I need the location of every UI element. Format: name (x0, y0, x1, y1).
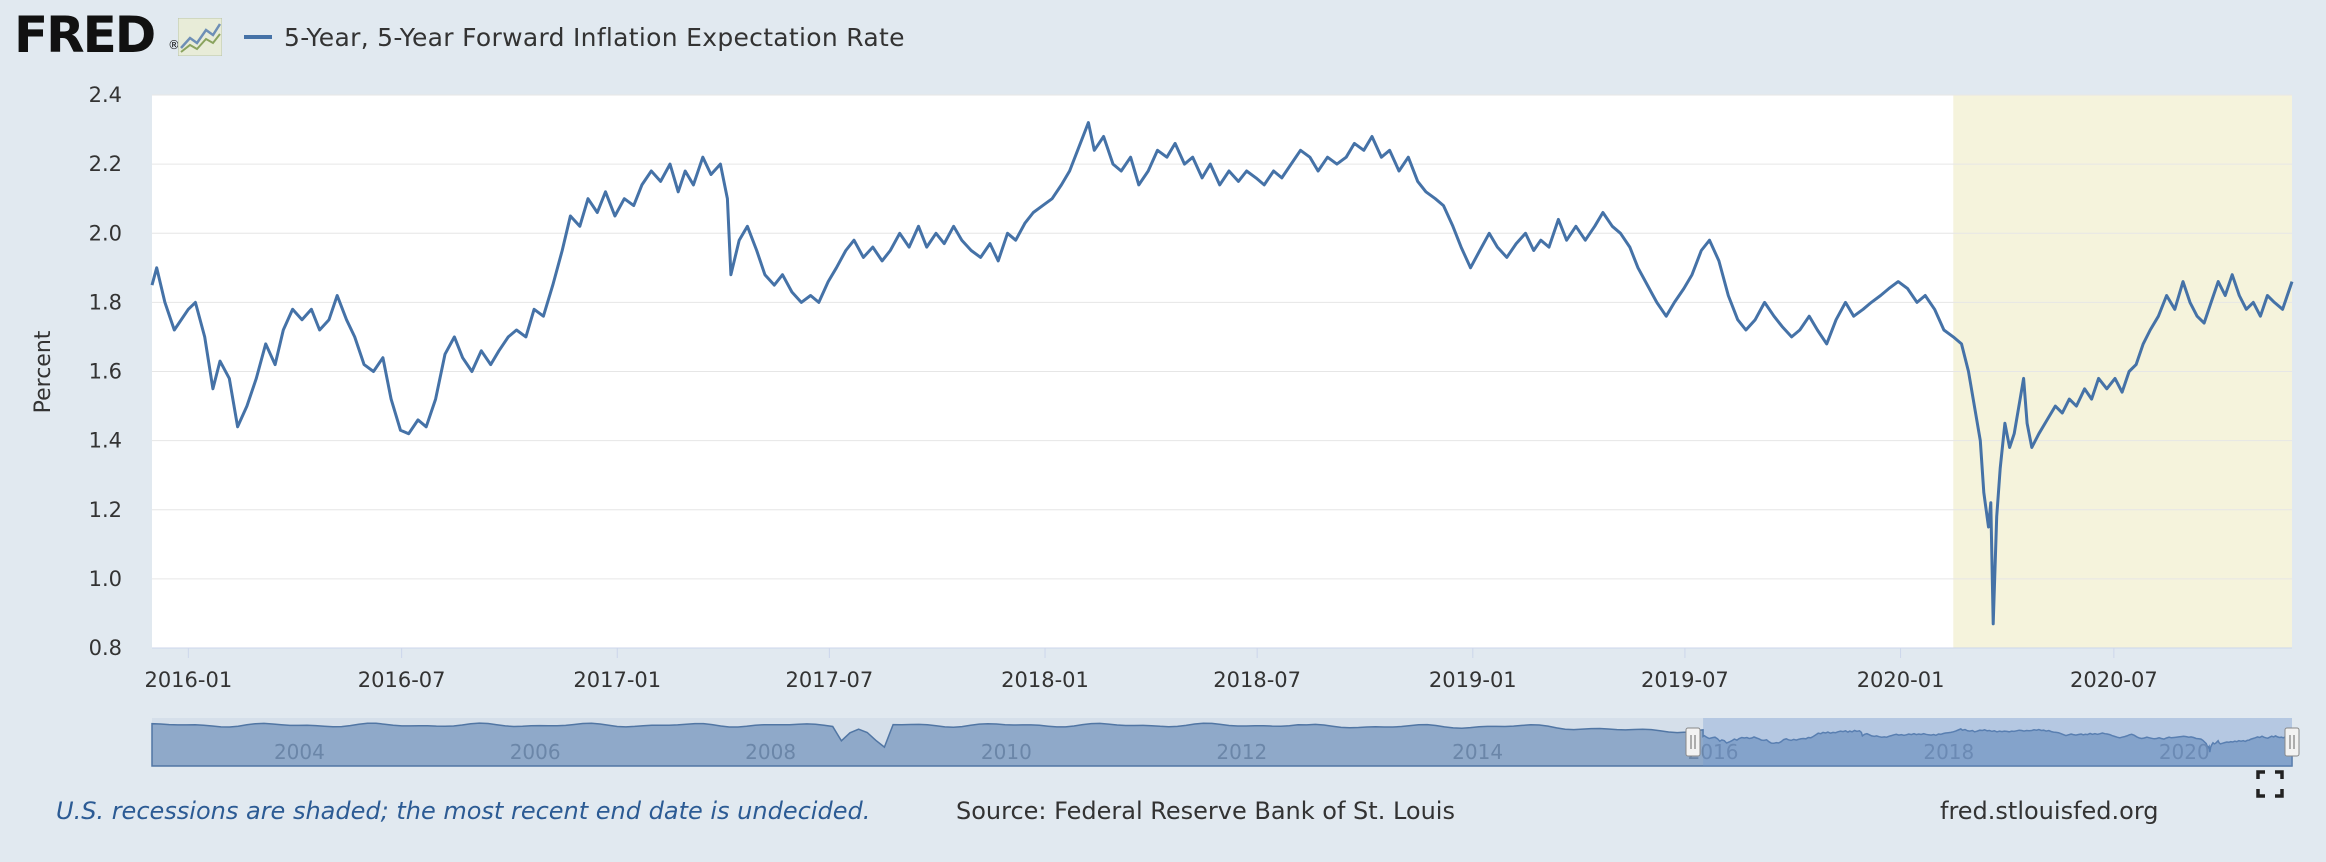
y-gridlines (152, 94, 2292, 580)
navigator-year-labels: 200420062008201020122014201620182020 (274, 740, 2210, 764)
navigator-selected-range[interactable] (1703, 718, 2292, 766)
navigator-year-label: 2004 (274, 740, 325, 764)
navigator-year-label: 2018 (1923, 740, 1974, 764)
navigator-right-handle[interactable] (2284, 727, 2300, 757)
y-axis-title: Percent (31, 330, 56, 413)
line-chart[interactable]: 0.81.01.21.41.61.82.02.22.4 2016-01 2016-… (0, 0, 2326, 790)
x-tick-label: 2020-07 (2070, 668, 2158, 692)
y-tick-label: 1.2 (89, 498, 122, 522)
x-tick-label: 2017-01 (573, 668, 661, 692)
x-axis-labels: 2016-01 2016-07 2017-01 2017-07 2018-01 2018-… (144, 668, 2157, 692)
inflation-expectation-line (150, 121, 2294, 626)
x-tick-label: 2018-01 (1001, 668, 1089, 692)
x-tick-label: 2019-07 (1641, 668, 1729, 692)
registered-mark: ® (168, 38, 180, 52)
x-tick-label: 2016-01 (144, 668, 232, 692)
x-tick-label: 2017-07 (786, 668, 874, 692)
x-tick-label: 2016-07 (358, 668, 446, 692)
navigator-year-label: 2012 (1216, 740, 1267, 764)
source-credit: Source: Federal Reserve Bank of St. Loui… (956, 797, 1455, 825)
y-tick-label: 1.4 (89, 429, 122, 453)
recession-note: U.S. recessions are shaded; the most rec… (56, 797, 871, 825)
fred-logo[interactable]: FRED (14, 6, 156, 64)
navigator-year-label: 2020 (2159, 740, 2210, 764)
chart-header: FRED ® 5-Year, 5-Year Forward Inflation … (0, 0, 2326, 80)
navigator-year-label: 2014 (1452, 740, 1503, 764)
legend-swatch (244, 35, 272, 39)
x-tick-label: 2020-01 (1857, 668, 1945, 692)
y-tick-label: 2.0 (89, 221, 122, 245)
x-tick-label: 2019-01 (1429, 668, 1517, 692)
y-axis-labels: 0.8 1.0 1.2 1.4 1.6 1.8 2.0 2.2 2.4 (89, 83, 122, 660)
navigator-year-label: 2010 (981, 740, 1032, 764)
navigator-year-label: 2008 (745, 740, 796, 764)
chart-legend[interactable]: 5-Year, 5-Year Forward Inflation Expecta… (244, 22, 905, 52)
navigator-year-label: 2006 (510, 740, 561, 764)
y-tick-label: 1.6 (89, 360, 122, 384)
x-axis-ticks (187, 648, 2115, 658)
y-tick-label: 2.4 (89, 83, 122, 107)
fullscreen-icon[interactable] (2256, 770, 2284, 798)
legend-label: 5-Year, 5-Year Forward Inflation Expecta… (284, 22, 905, 52)
y-tick-label: 1.0 (89, 567, 122, 591)
navigator-left-handle[interactable] (1685, 727, 1701, 757)
fred-graph-icon (178, 18, 222, 56)
y-tick-label: 2.2 (89, 152, 122, 176)
navigator-series-area (151, 722, 2293, 767)
y-tick-label: 0.8 (89, 636, 122, 660)
x-tick-label: 2018-07 (1213, 668, 1301, 692)
range-navigator[interactable]: 200420062008201020122014201620182020 (151, 718, 2300, 767)
y-tick-label: 1.8 (89, 290, 122, 314)
fred-url-link[interactable]: fred.stlouisfed.org (1940, 797, 2159, 825)
